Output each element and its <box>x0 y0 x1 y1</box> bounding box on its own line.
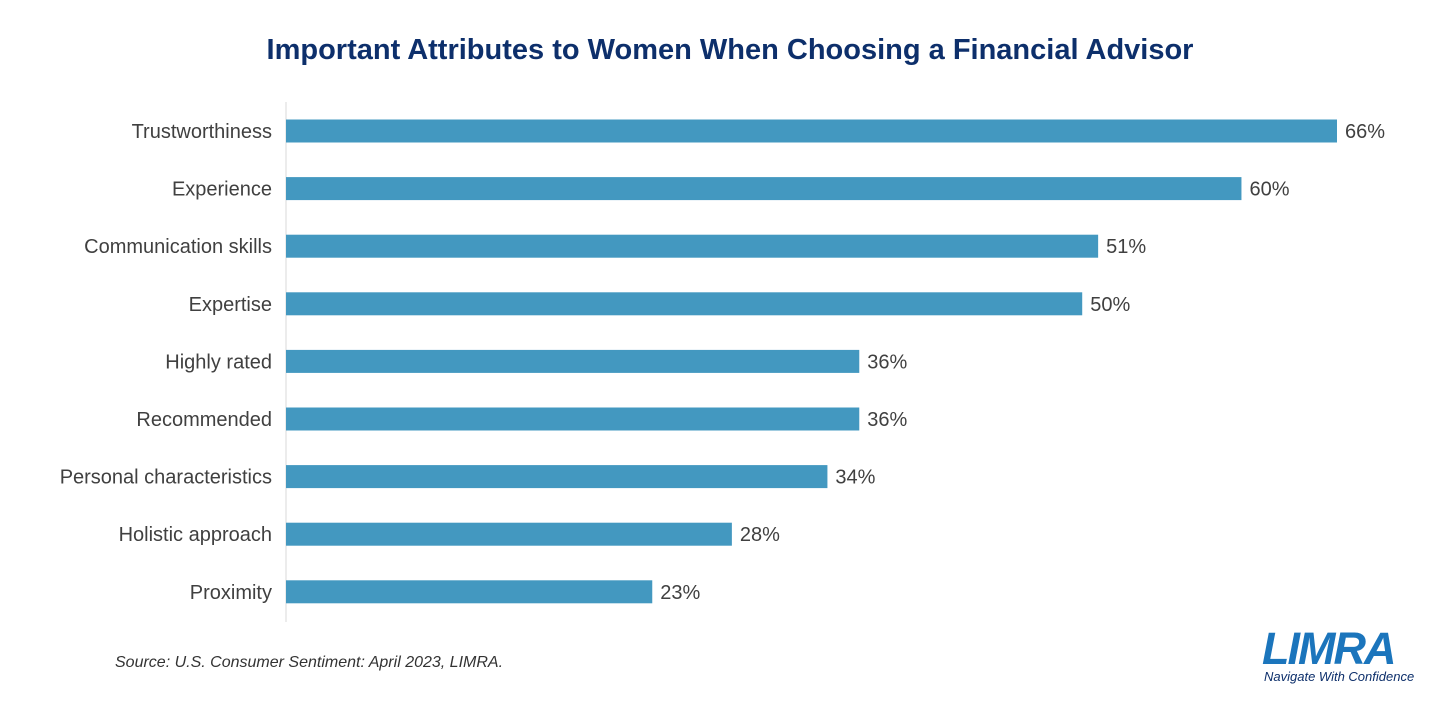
data-label: 51% <box>1106 236 1146 258</box>
category-label: Recommended <box>136 409 272 431</box>
category-label: Trustworthiness <box>132 121 272 143</box>
category-label: Experience <box>172 179 272 201</box>
category-label: Highly rated <box>165 351 272 373</box>
data-label: 23% <box>660 582 700 604</box>
category-label: Expertise <box>189 294 272 316</box>
chart-title: Important Attributes to Women When Choos… <box>266 34 1194 66</box>
bar <box>286 177 1242 201</box>
logo-tagline: Navigate With Confidence <box>1264 669 1415 684</box>
category-label: Proximity <box>190 582 272 604</box>
bar <box>286 580 653 604</box>
data-label: 36% <box>867 409 907 431</box>
data-label: 28% <box>740 524 780 546</box>
data-label: 50% <box>1090 294 1130 316</box>
bar <box>286 465 828 489</box>
bar <box>286 292 1083 316</box>
data-label: 60% <box>1249 179 1289 201</box>
bar <box>286 234 1099 258</box>
data-label: 34% <box>835 467 875 489</box>
bar <box>286 349 860 373</box>
category-label: Holistic approach <box>119 524 272 546</box>
bar <box>286 119 1337 143</box>
logo-wordmark: LIMRA <box>1262 623 1396 674</box>
data-label: 36% <box>867 351 907 373</box>
limra-logo: LIMRA Navigate With Confidence <box>1262 623 1415 692</box>
bar <box>286 407 860 431</box>
category-label: Communication skills <box>84 236 272 258</box>
source-note: Source: U.S. Consumer Sentiment: April 2… <box>115 654 504 671</box>
data-label: 66% <box>1345 121 1385 143</box>
bar <box>286 522 732 546</box>
category-label: Personal characteristics <box>60 467 272 489</box>
